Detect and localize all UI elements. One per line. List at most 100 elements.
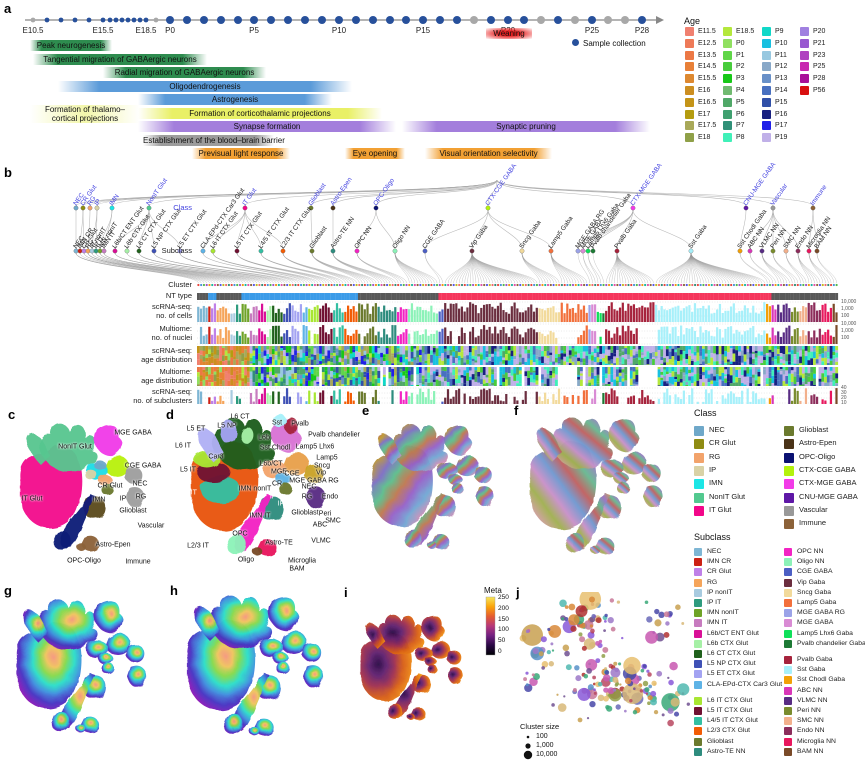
class-legend-swatch — [694, 439, 704, 450]
sample-collection-label: Sample collection — [583, 39, 646, 48]
meta-colorbar-tick: 200 — [498, 604, 509, 612]
subclass-legend-swatch — [784, 707, 792, 715]
umap-subclass-label: RG — [301, 493, 313, 501]
age-swatch-P6 — [723, 109, 732, 119]
subclass-legend-label: CGE GABA — [797, 568, 833, 576]
age-label-P9: P9 — [775, 28, 784, 35]
subclass-legend-swatch — [694, 660, 702, 669]
timeline-tick-E18.5: E18.5 — [135, 26, 157, 35]
age-label-P19: P19 — [775, 134, 788, 142]
row-label: Multiome: age distribution — [141, 367, 192, 385]
meta-colorbar-tick: 50 — [498, 637, 506, 645]
age-label-P15: P15 — [775, 98, 788, 106]
age-swatch-P5 — [723, 97, 732, 107]
timeline-tick-P25: P25 — [584, 26, 600, 35]
age-label-E15.5: E15.5 — [698, 75, 717, 83]
umap-subclass-label: IP nonIT — [269, 493, 297, 501]
subclass-legend-label: CLA-EPd-CTX Car3 Glut — [707, 680, 783, 688]
age-swatch-E13.5 — [685, 50, 694, 60]
umap-subclass-label: Sst Chodl — [259, 444, 291, 452]
umap-subclass-label: Vip — [316, 469, 326, 477]
subclass-legend-label: L6 IT CTX Glut — [707, 696, 753, 704]
subclass-legend-label: ABC NN — [797, 686, 823, 694]
age-swatch-P9 — [762, 27, 771, 36]
meta-colorbar-tick: 0 — [498, 648, 502, 655]
age-label-P20: P20 — [813, 28, 826, 35]
subclass-legend-swatch — [694, 588, 702, 597]
class-legend-swatch — [694, 465, 704, 476]
age-swatch-E17.5 — [685, 121, 694, 131]
class-legend-label: RG — [709, 451, 721, 461]
event-bar-3: Oligodendrogenesis — [58, 80, 352, 92]
umap-subclass-label: IP IT — [277, 500, 293, 508]
umap-class-label: Astro-Epen — [95, 541, 131, 549]
row-label: Multiome: no. of nuclei — [151, 324, 192, 342]
event-bar-4: Astrogenesis — [138, 94, 332, 105]
subclass-legend-label: Sncg Gaba — [797, 588, 832, 596]
subclass-legend-label: MGE GABA RG — [797, 609, 845, 617]
row-label: scRNA-seq: no. of cells — [151, 302, 192, 320]
subclass-legend-swatch — [694, 639, 702, 648]
age-label-E12.5: E12.5 — [698, 39, 717, 47]
subclass-legend-label: L6b/CT ENT Glut — [707, 629, 759, 637]
class-legend-swatch — [784, 519, 794, 530]
subclass-legend-swatch — [694, 696, 702, 705]
subclass-legend-label: SMC NN — [797, 717, 824, 725]
subclass-legend-swatch — [784, 727, 792, 736]
panel-letter-j: j — [516, 585, 520, 600]
subclass-legend-label: L6 CT CTX Glut — [707, 650, 756, 657]
umap-subcluster — [516, 412, 688, 578]
class-legend-label: CTX-CGE GABA — [799, 464, 856, 474]
umap-class-label: IP — [119, 495, 127, 503]
class-legend-swatch — [694, 505, 704, 516]
age-label-P4: P4 — [736, 87, 745, 94]
subclass-legend-label: VLMC NN — [797, 696, 828, 704]
subclass-legend-label: L5 NP CTX Glut — [707, 660, 756, 668]
subclass-legend-swatch — [694, 707, 702, 715]
class-legend-label: IT Glut — [709, 504, 732, 514]
umap-subclass-label: Oligo — [237, 556, 255, 564]
umap-class-label: Vascular — [137, 522, 165, 530]
age-swatch-P25 — [800, 62, 809, 72]
age-label-E11.5: E11.5 — [698, 28, 716, 35]
umap-subclass-label: L5 IT — [180, 466, 196, 474]
subclass-legend-label: L2/3 CTX Glut — [707, 727, 751, 735]
subclass-legend-label: OPC NN — [797, 548, 824, 555]
subclass-legend-label: L6b CTX Glut — [707, 639, 749, 647]
umap-class — [10, 412, 165, 580]
subclass-legend-swatch — [694, 737, 702, 746]
age-label-P25: P25 — [813, 63, 826, 71]
subclass-legend-swatch — [694, 599, 702, 607]
meta-colorbar: Meta 250 200 150 100 50 0 — [460, 586, 516, 666]
age-swatch-E16.5 — [685, 97, 694, 107]
panel-letter-f: f — [514, 403, 519, 418]
timeline-tick-P5: P5 — [249, 26, 259, 35]
age-label-P14: P14 — [775, 87, 788, 94]
subclass-legend-swatch — [784, 686, 792, 695]
panel-letter-d: d — [166, 407, 174, 422]
subclass-legend-swatch — [784, 717, 792, 726]
row-label: scRNA-seq: no. of subclusters — [133, 387, 192, 405]
meta-colorbar-tick: 250 — [498, 594, 509, 601]
age-label-P0: P0 — [736, 39, 745, 47]
panel-b-taxonomy: NEC CR Glut RG IP IMN NonIT Glut IT Glut Gliobl… — [0, 161, 865, 414]
age-legend-title: Age — [684, 16, 701, 26]
umap-class-label: CGE GABA — [124, 462, 162, 470]
event-bar-8: Establishment of the blood–brain barrier — [143, 134, 285, 146]
umap-subclass-label: Astro-TE — [265, 539, 293, 547]
age-swatch-P19 — [762, 133, 771, 143]
cluster-size-value: 10,000 — [536, 751, 558, 758]
umap-subclass-label: Sst — [271, 419, 283, 427]
umap-subclass-label: Endo — [321, 493, 339, 501]
class-legend: Class NEC CR Glut RG IP IMN NonIT Glut IT Glut G… — [694, 408, 864, 530]
age-label-P10: P10 — [775, 39, 788, 47]
age-label-E16.5: E16.5 — [698, 98, 717, 106]
age-label-E18.5: E18.5 — [736, 28, 755, 35]
panel-a-timeline: E10.5 E15.5 E18.5 P0 P5 P10 P15 P20 P25 P28 Weanin… — [0, 0, 865, 164]
subclass-legend-label: IMN IT — [707, 619, 728, 627]
subclass-legend-swatch — [694, 619, 702, 628]
umap-subclass-label: L6 IT — [175, 442, 191, 450]
umap-subclass — [168, 412, 360, 580]
subclass-legend-swatch — [694, 727, 702, 736]
class-legend-swatch — [784, 452, 794, 463]
